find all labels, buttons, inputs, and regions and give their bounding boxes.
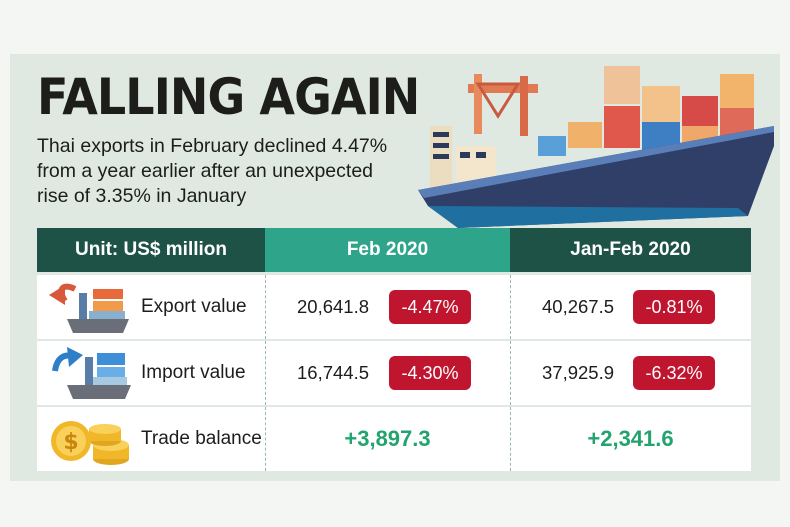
janfeb-value: 37,925.9 bbox=[542, 362, 615, 383]
feb-trade-balance: +3,897.3 bbox=[344, 426, 431, 451]
column-divider bbox=[265, 341, 266, 405]
janfeb-trade-balance: +2,341.6 bbox=[587, 426, 674, 451]
column-divider bbox=[510, 341, 511, 405]
feb-change-badge: -4.30% bbox=[389, 356, 471, 390]
feb-value: 20,641.8 bbox=[297, 296, 370, 317]
gold-coins-icon: $ bbox=[51, 421, 129, 465]
column-divider bbox=[265, 275, 266, 339]
column-header-jan-feb-2020: Jan-Feb 2020 bbox=[570, 239, 691, 260]
janfeb-change-badge: -0.81% bbox=[633, 290, 715, 324]
feb-change-badge: -4.47% bbox=[389, 290, 471, 324]
table-row-trade-balance: $ Trade balance +3,897.3 +2,341.6 bbox=[37, 407, 751, 471]
column-divider bbox=[510, 275, 511, 339]
column-divider bbox=[510, 407, 511, 471]
row-label: Trade balance bbox=[141, 428, 262, 449]
janfeb-change-badge: -6.32% bbox=[633, 356, 715, 390]
table-row-import: Import value 16,744.5 -4.30% 37,925.9 -6… bbox=[37, 341, 751, 405]
column-header-unit: Unit: US$ million bbox=[75, 239, 227, 260]
janfeb-value: 40,267.5 bbox=[542, 296, 615, 317]
page-title: FALLING AGAIN bbox=[37, 68, 420, 126]
table-row-export: Export value 20,641.8 -4.47% 40,267.5 -0… bbox=[37, 275, 751, 339]
ship-export-icon bbox=[49, 283, 129, 333]
row-label: Import value bbox=[141, 362, 246, 383]
column-divider bbox=[265, 407, 266, 471]
cargo-ship-illustration bbox=[418, 66, 774, 228]
feb-value: 16,744.5 bbox=[297, 362, 370, 383]
column-header-feb-2020: Feb 2020 bbox=[265, 228, 510, 272]
row-label: Export value bbox=[141, 296, 247, 317]
page-subtitle: Thai exports in February declined 4.47% … bbox=[37, 135, 388, 207]
svg-text:$: $ bbox=[63, 430, 78, 455]
ship-import-icon bbox=[52, 347, 131, 399]
